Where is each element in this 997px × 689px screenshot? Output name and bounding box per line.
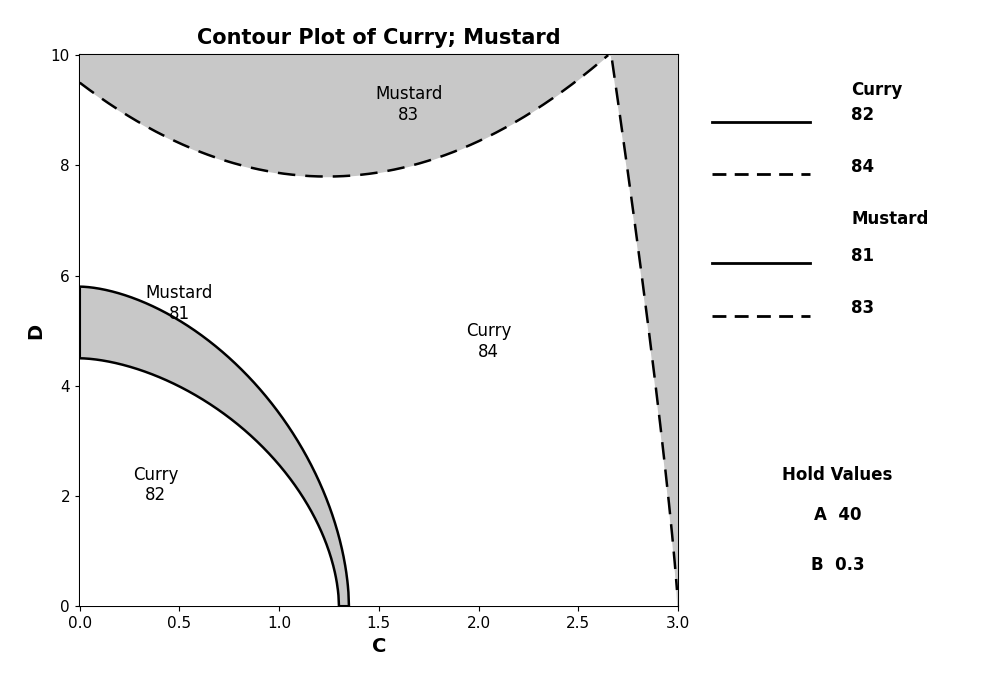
Text: 81: 81: [851, 247, 874, 265]
Text: Mustard
83: Mustard 83: [375, 85, 443, 124]
Polygon shape: [80, 33, 677, 606]
Text: Mustard: Mustard: [851, 210, 929, 228]
Polygon shape: [80, 287, 349, 606]
Text: Curry
84: Curry 84: [466, 322, 511, 361]
Text: Curry
82: Curry 82: [133, 466, 178, 504]
Text: 83: 83: [851, 299, 874, 317]
Title: Contour Plot of Curry; Mustard: Contour Plot of Curry; Mustard: [197, 28, 560, 48]
Polygon shape: [608, 33, 678, 606]
Text: 82: 82: [851, 105, 874, 123]
X-axis label: C: C: [372, 637, 386, 656]
Text: Mustard
81: Mustard 81: [146, 284, 213, 322]
Y-axis label: D: D: [26, 322, 45, 339]
Text: Curry: Curry: [851, 81, 903, 99]
Polygon shape: [80, 358, 339, 606]
Text: Hold Values: Hold Values: [783, 466, 892, 484]
Text: A  40: A 40: [814, 506, 861, 524]
Polygon shape: [80, 55, 608, 176]
Polygon shape: [80, 358, 339, 606]
Text: B  0.3: B 0.3: [811, 556, 864, 574]
Text: 84: 84: [851, 158, 874, 176]
